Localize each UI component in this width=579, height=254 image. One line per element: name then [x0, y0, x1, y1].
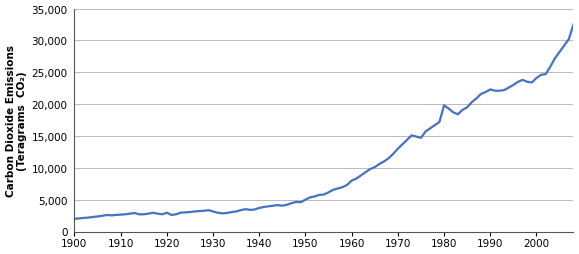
Y-axis label: Carbon Dioxide Emissions
(Teragrams  CO₂): Carbon Dioxide Emissions (Teragrams CO₂): [6, 45, 27, 196]
